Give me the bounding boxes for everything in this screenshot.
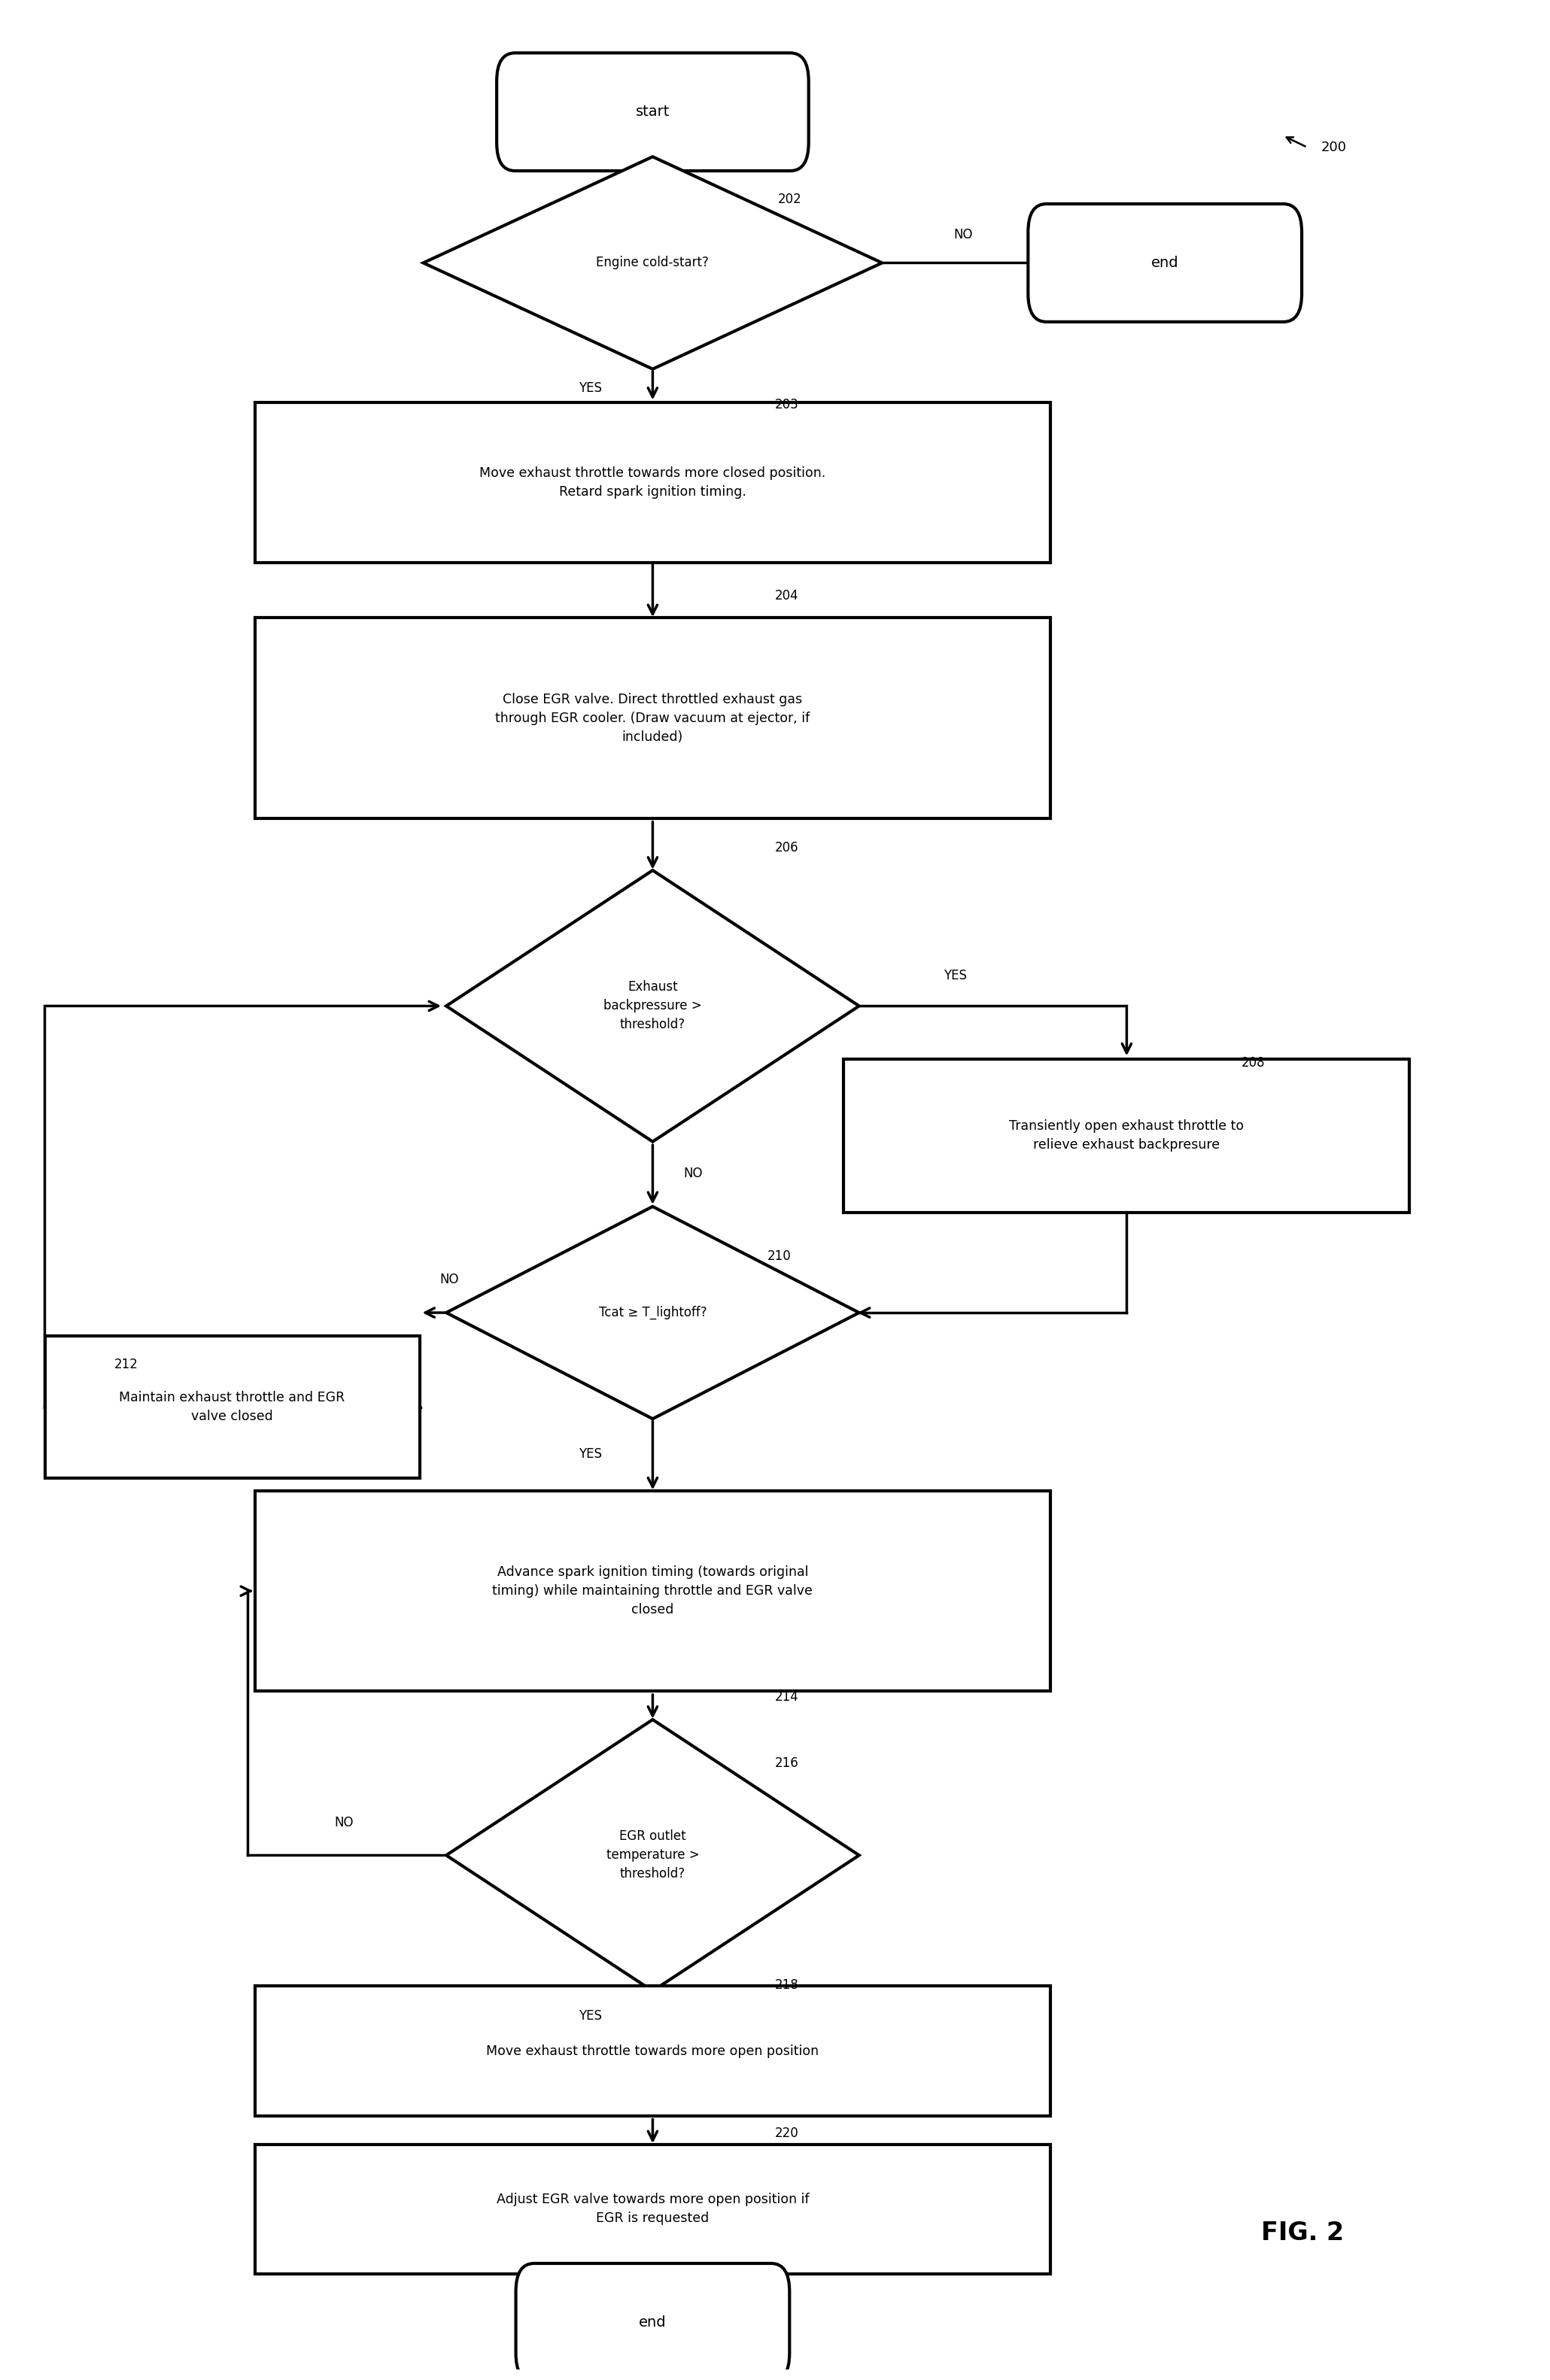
Bar [256, 1490, 1051, 1692]
Text: NO: NO [440, 1273, 459, 1288]
Text: 218: 218 [775, 1978, 798, 1992]
Polygon shape [423, 157, 882, 369]
Bar [256, 2144, 1051, 2273]
Text: EGR outlet
temperature >
threshold?: EGR outlet temperature > threshold? [606, 1830, 699, 1880]
Text: 203: 203 [775, 397, 798, 412]
Text: Advance spark ignition timing (towards original
timing) while maintaining thrott: Advance spark ignition timing (towards o… [493, 1566, 812, 1616]
Text: YES: YES [578, 2009, 603, 2023]
Text: Tcat ≥ T_lightoff?: Tcat ≥ T_lightoff? [598, 1307, 707, 1319]
Bar [843, 1059, 1409, 1211]
Text: NO: NO [953, 228, 973, 240]
Text: 200: 200 [1321, 140, 1347, 155]
Text: 204: 204 [775, 588, 798, 602]
Text: Adjust EGR valve towards more open position if
EGR is requested: Adjust EGR valve towards more open posit… [496, 2192, 809, 2225]
Text: start: start [635, 105, 670, 119]
FancyBboxPatch shape [1028, 205, 1302, 321]
Text: 220: 220 [775, 2128, 798, 2140]
Text: NO: NO [684, 1166, 702, 1180]
Bar [256, 402, 1051, 562]
Bar [256, 619, 1051, 819]
Polygon shape [446, 871, 859, 1142]
Polygon shape [446, 1721, 859, 1992]
Text: 210: 210 [767, 1250, 791, 1264]
Text: FIG. 2: FIG. 2 [1262, 2221, 1344, 2244]
Text: 206: 206 [775, 840, 798, 854]
Text: YES: YES [578, 381, 603, 395]
Text: 214: 214 [775, 1690, 798, 1704]
Text: NO: NO [335, 1816, 353, 1828]
Text: 216: 216 [775, 1756, 798, 1771]
Text: Maintain exhaust throttle and EGR
valve closed: Maintain exhaust throttle and EGR valve … [119, 1390, 346, 1423]
Text: 212: 212 [115, 1359, 138, 1371]
Text: Close EGR valve. Direct throttled exhaust gas
through EGR cooler. (Draw vacuum a: Close EGR valve. Direct throttled exhaus… [496, 693, 811, 745]
Text: end: end [1152, 255, 1178, 269]
Text: end: end [639, 2316, 666, 2330]
Text: Transiently open exhaust throttle to
relieve exhaust backpresure: Transiently open exhaust throttle to rel… [1009, 1119, 1245, 1152]
Text: YES: YES [944, 969, 967, 983]
FancyBboxPatch shape [496, 52, 809, 171]
Text: 208: 208 [1242, 1057, 1265, 1069]
Text: 202: 202 [778, 193, 801, 207]
Bar [256, 1987, 1051, 2116]
Text: YES: YES [578, 1447, 603, 1461]
FancyBboxPatch shape [516, 2263, 789, 2380]
Bar [45, 1335, 420, 1478]
Text: Exhaust
backpressure >
threshold?: Exhaust backpressure > threshold? [603, 981, 702, 1031]
Text: Move exhaust throttle towards more closed position.
Retard spark ignition timing: Move exhaust throttle towards more close… [479, 466, 826, 497]
Text: Move exhaust throttle towards more open position: Move exhaust throttle towards more open … [487, 2044, 818, 2059]
Text: Engine cold-start?: Engine cold-start? [597, 257, 708, 269]
Polygon shape [446, 1207, 859, 1418]
